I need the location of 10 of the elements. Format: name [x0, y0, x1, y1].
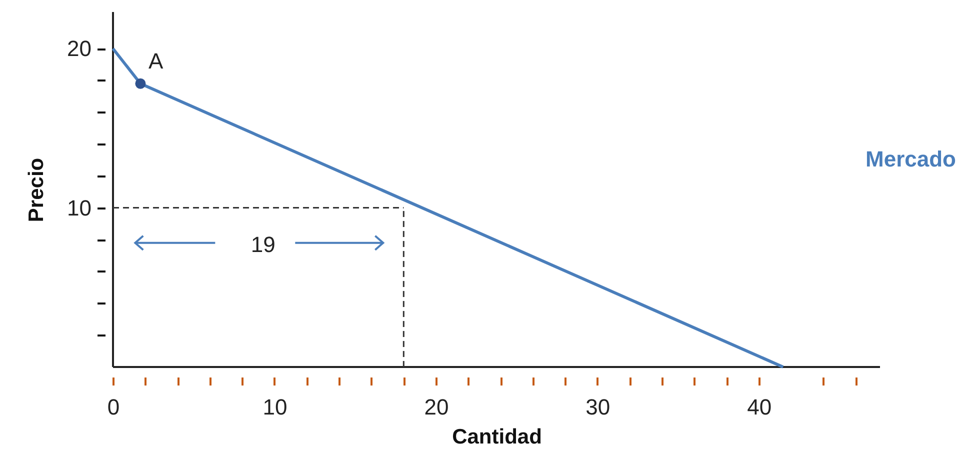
- text: Mercado: [866, 146, 956, 172]
- x-tick-label: 30: [586, 394, 610, 420]
- x-tick-label: 0: [107, 394, 120, 420]
- x-tick-label: 20: [424, 394, 449, 420]
- x-tick-label: 40: [747, 394, 772, 420]
- x-axis-title: Cantidad: [452, 426, 542, 448]
- y-axis-title: Precio: [25, 158, 48, 222]
- annotation: A: [148, 48, 164, 74]
- annotation: 19: [250, 232, 276, 257]
- x-tick-label: 10: [262, 394, 288, 420]
